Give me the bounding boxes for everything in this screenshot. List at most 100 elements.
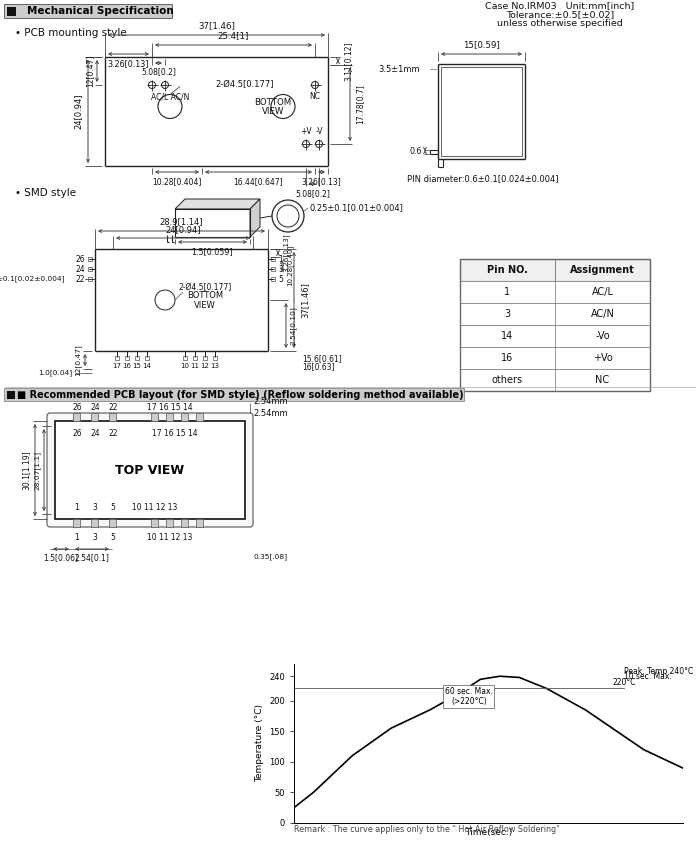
Text: 14: 14 — [143, 363, 151, 369]
Text: 25.4[1]: 25.4[1] — [218, 31, 249, 40]
Bar — [125, 356, 129, 360]
Bar — [203, 356, 207, 360]
Text: 24: 24 — [90, 403, 100, 411]
Text: PIN diameter:0.6±0.1[0.024±0.004]: PIN diameter:0.6±0.1[0.024±0.004] — [407, 174, 559, 184]
Bar — [151, 519, 158, 527]
Polygon shape — [175, 199, 260, 209]
Bar — [145, 356, 149, 360]
Text: 15: 15 — [132, 363, 141, 369]
Text: 0.6: 0.6 — [410, 148, 422, 156]
Text: 16: 16 — [501, 353, 514, 363]
Text: 3.26[0.13]: 3.26[0.13] — [302, 177, 342, 186]
Bar — [460, 347, 650, 369]
Bar — [181, 413, 188, 421]
Text: 22: 22 — [108, 403, 118, 411]
Polygon shape — [250, 199, 260, 237]
Text: 26: 26 — [72, 429, 82, 437]
Text: 13: 13 — [211, 363, 220, 369]
Text: 1.5[0.06]: 1.5[0.06] — [43, 553, 78, 562]
Text: 10: 10 — [181, 363, 190, 369]
Text: +Vo: +Vo — [593, 353, 612, 363]
Text: 0.5±0.1[0.02±0.004]: 0.5±0.1[0.02±0.004] — [0, 276, 65, 283]
Text: 17.78[0.7]: 17.78[0.7] — [355, 85, 364, 125]
Bar — [7, 391, 15, 399]
Text: • PCB mounting style: • PCB mounting style — [15, 28, 127, 38]
Bar — [91, 519, 98, 527]
Bar — [73, 519, 80, 527]
Text: 24[0.94]: 24[0.94] — [165, 225, 201, 234]
Bar — [115, 356, 119, 360]
Text: 3: 3 — [92, 503, 97, 511]
Text: unless otherwise specified: unless otherwise specified — [497, 20, 623, 28]
Text: 2-Ø4.5[0.177]: 2-Ø4.5[0.177] — [178, 283, 232, 293]
Bar — [196, 413, 203, 421]
Text: 15[0.59]: 15[0.59] — [463, 40, 500, 49]
Bar — [55, 421, 245, 519]
Text: 12: 12 — [201, 363, 209, 369]
Text: 60 sec. Max.
(>220°C): 60 sec. Max. (>220°C) — [445, 686, 493, 706]
Text: 3: 3 — [505, 309, 510, 319]
Text: BOTTOM: BOTTOM — [254, 98, 292, 107]
Bar — [460, 259, 650, 391]
Text: 2-Ø4.5[0.177]: 2-Ø4.5[0.177] — [215, 80, 274, 89]
Text: 12[0.47]: 12[0.47] — [74, 344, 81, 376]
Text: 12[0.47]: 12[0.47] — [85, 55, 94, 88]
Text: 0.35[.08]: 0.35[.08] — [253, 553, 287, 560]
Text: 1.0[0.04]: 1.0[0.04] — [38, 369, 72, 376]
Bar — [88, 267, 92, 271]
Text: 28.9[1.14]: 28.9[1.14] — [160, 217, 203, 226]
FancyBboxPatch shape — [47, 413, 253, 527]
Text: 10 sec. Max.: 10 sec. Max. — [624, 672, 672, 680]
Bar — [193, 356, 197, 360]
Text: Pin NO.: Pin NO. — [487, 265, 528, 275]
Text: Tolerance:±0.5[±0.02]: Tolerance:±0.5[±0.02] — [506, 10, 614, 20]
Text: 3: 3 — [278, 265, 283, 273]
Bar — [166, 519, 173, 527]
Text: 10.28[0.40]: 10.28[0.40] — [286, 245, 293, 286]
Text: 28.07[1.1]: 28.07[1.1] — [34, 450, 40, 490]
Bar — [4, 4, 172, 18]
Text: 5: 5 — [111, 503, 116, 511]
Text: 24[0.94]: 24[0.94] — [74, 94, 83, 129]
Text: VIEW: VIEW — [194, 301, 216, 309]
Text: Remark : The curve applies only to the " Hot Air Reflow Soldering": Remark : The curve applies only to the "… — [294, 825, 560, 833]
Bar — [109, 519, 116, 527]
Text: 16.44[0.647]: 16.44[0.647] — [234, 177, 284, 186]
Text: 5.08[0.2]: 5.08[0.2] — [141, 67, 176, 76]
Bar — [135, 356, 139, 360]
Text: 2.54mm: 2.54mm — [253, 397, 288, 405]
Text: 220°C: 220°C — [612, 679, 636, 687]
Text: 2.54mm: 2.54mm — [253, 409, 288, 417]
Bar — [460, 259, 650, 281]
Text: 2.54[0.1]: 2.54[0.1] — [75, 553, 109, 562]
Text: 11: 11 — [190, 363, 199, 369]
Text: 16: 16 — [122, 363, 132, 369]
Bar — [196, 519, 203, 527]
Text: 37[1.46]: 37[1.46] — [300, 282, 309, 318]
Bar — [460, 303, 650, 325]
Text: 24: 24 — [90, 429, 100, 437]
Bar — [181, 519, 188, 527]
Bar — [460, 369, 650, 391]
Text: Case No.IRM03   Unit:mm[inch]: Case No.IRM03 Unit:mm[inch] — [485, 2, 635, 10]
Text: TOP VIEW: TOP VIEW — [116, 464, 185, 477]
Text: 5: 5 — [278, 275, 283, 283]
Text: 3: 3 — [92, 533, 97, 541]
Text: -V: -V — [315, 127, 323, 136]
Y-axis label: Temperature (°C): Temperature (°C) — [255, 704, 264, 783]
Bar — [271, 257, 275, 261]
Text: 22: 22 — [76, 275, 85, 283]
Text: 17: 17 — [113, 363, 122, 369]
Text: 1: 1 — [75, 503, 79, 511]
Bar — [73, 413, 80, 421]
Bar — [271, 277, 275, 281]
Text: 26: 26 — [72, 403, 82, 411]
Text: 10 11 12 13: 10 11 12 13 — [132, 503, 178, 511]
Text: 3.5±1mm: 3.5±1mm — [379, 64, 420, 74]
Text: 2.54[0.10]: 2.54[0.10] — [290, 306, 297, 345]
Text: 3.26[0.13]: 3.26[0.13] — [108, 59, 149, 68]
Text: +V: +V — [300, 127, 312, 136]
Text: BOTTOM: BOTTOM — [187, 290, 223, 300]
Text: 10.28[0.404]: 10.28[0.404] — [153, 177, 202, 186]
Text: NC: NC — [309, 92, 321, 101]
